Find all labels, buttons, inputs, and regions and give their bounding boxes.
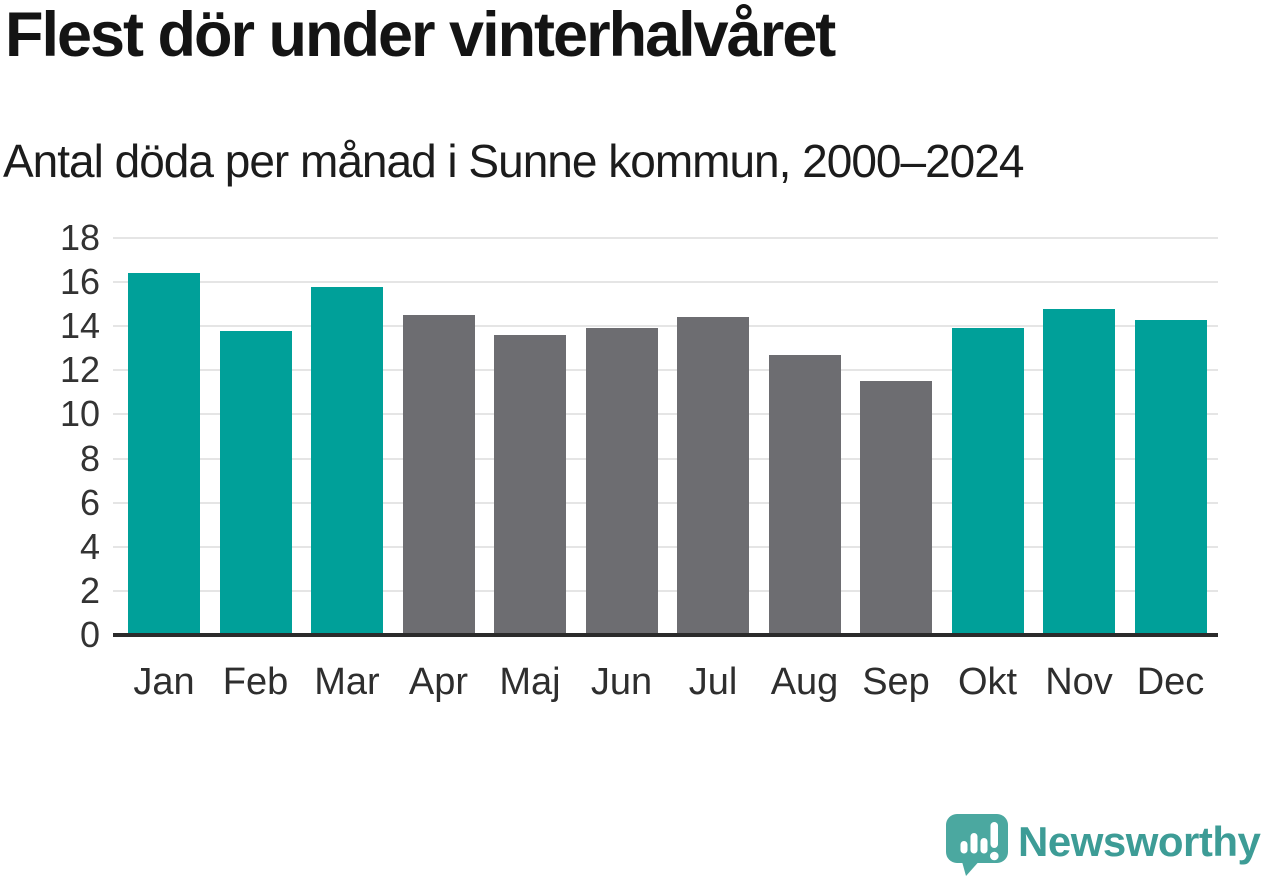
y-tick-label: 16 [59,261,100,303]
bar-mar [311,286,383,635]
gridline [113,237,1218,239]
bar-apr [402,315,475,635]
x-tick-label: Feb [222,661,289,703]
x-tick-label: Jul [688,661,738,703]
y-tick-label: 12 [59,349,100,391]
y-tick-label: 10 [59,393,100,435]
bar-jul [677,317,749,635]
x-axis: Jan Feb Mar Apr Maj Jun Jul Aug Sep Okt Nov Dec [113,635,1218,705]
newsworthy-logo: Newsworthy [946,814,1261,877]
gridline [113,589,1218,592]
y-tick-label: 2 [79,569,100,611]
newsworthy-speech-bubble-barchart-icon [946,814,1008,876]
y-tick-label: 18 [59,217,100,258]
bar-aug [768,354,841,635]
bar-jan [128,273,200,635]
chart-title: Flest dör under vinterhalvåret [5,0,836,70]
x-tick-label: Dec [1136,661,1205,703]
bar-sep [860,381,932,635]
x-tick-label: Maj [499,661,561,703]
newsworthy-logo-text: Newsworthy [1018,817,1261,865]
x-tick-label: Okt [957,661,1018,703]
x-tick-label: Apr [408,661,469,703]
gridline [113,413,1218,416]
x-tick-label: Sep [862,661,930,703]
bar-maj [494,335,566,635]
gridline [113,545,1218,548]
x-tick-label: Jan [133,661,195,703]
plot-area [113,237,1218,637]
bar-nov [1043,308,1115,635]
bar-group [113,238,1218,635]
x-tick-label: Jun [590,661,653,703]
y-tick-label: 8 [79,437,100,479]
gridline [113,369,1218,372]
x-axis-line [113,633,1218,637]
x-tick-label: Mar [314,661,380,703]
y-tick-label: 4 [79,525,100,567]
y-tick-label: 14 [59,305,100,347]
y-tick-label: 6 [79,481,100,523]
bar-dec [1134,319,1207,635]
bar-jun [585,328,658,635]
x-tick-label: Nov [1045,661,1113,703]
bar-okt [951,328,1024,635]
gridline [113,281,1218,284]
y-axis: 0 2 4 6 8 10 12 14 16 18 [0,220,100,653]
chart-subtitle: Antal döda per månad i Sunne kommun, 200… [3,135,1024,187]
y-tick-label: 0 [79,614,100,655]
gridline [113,501,1218,504]
bar-feb [219,330,292,635]
gridline [113,325,1218,328]
gridline [113,457,1218,460]
x-tick-label: Aug [770,661,839,703]
